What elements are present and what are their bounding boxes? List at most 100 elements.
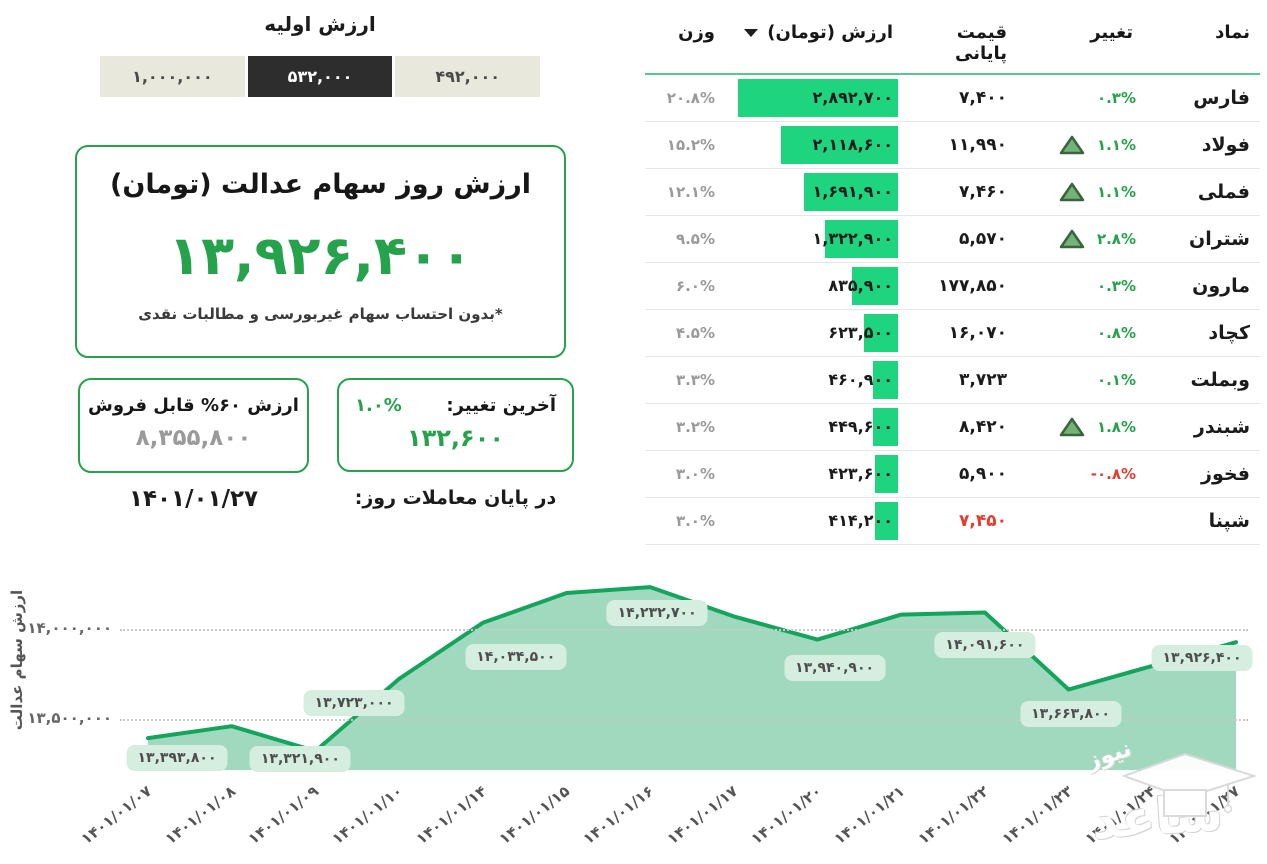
- symbol-cell: کچاد: [1208, 322, 1250, 344]
- symbol-cell: فخوز: [1201, 463, 1250, 485]
- weight-cell: ۳.۰%: [675, 512, 715, 530]
- initial-value-option-1-selected[interactable]: ۵۳۲,۰۰۰: [247, 56, 393, 97]
- header-value-label: ارزش (تومان): [767, 22, 893, 43]
- change-cell: ۲.۸%: [1020, 229, 1170, 249]
- weight-cell: ۳.۳%: [675, 371, 715, 389]
- value-bar: [852, 267, 898, 305]
- change-cell: ۱.۱%: [1020, 135, 1170, 155]
- table-row-شتران[interactable]: شتران ۲.۸% ۵,۵۷۰ ۱,۳۲۲,۹۰۰ ۹.۵%: [645, 216, 1260, 263]
- value-bar: [781, 126, 898, 164]
- weight-cell: ۱۲.۱%: [666, 183, 715, 201]
- table-row-شبندر[interactable]: شبندر ۱.۸% ۸,۴۲۰ ۴۴۹,۶۰۰ ۳.۲%: [645, 404, 1260, 451]
- value-amount: ۸۳۵,۹۰۰: [828, 276, 893, 295]
- symbol-cell: مارون: [1192, 275, 1250, 297]
- change-percent: ۰.۱%: [1096, 371, 1136, 389]
- value-amount: ۴۱۴,۲۰۰: [828, 511, 893, 530]
- data-label-pill: ۱۴,۲۳۲,۷۰۰: [606, 600, 708, 627]
- symbol-cell: شپنا: [1208, 510, 1250, 532]
- value-cell: ۲,۱۱۸,۶۰۰: [720, 122, 905, 168]
- closing-price-cell: ۵,۵۷۰: [959, 229, 1007, 249]
- today-value-card: ارزش روز سهام عدالت (تومان) ۱۳,۹۲۶,۴۰۰ *…: [75, 145, 566, 358]
- value-bar: [864, 314, 898, 352]
- initial-value-option-2[interactable]: ۴۹۲,۰۰۰: [395, 56, 541, 97]
- last-change-label: آخرین تغییر:: [446, 395, 556, 416]
- sellable-value-card: ارزش ۶۰% قابل فروش ۸,۳۵۵,۸۰۰: [78, 378, 309, 473]
- closing-price-cell: ۸,۴۲۰: [959, 417, 1007, 437]
- table-row-فولاد[interactable]: فولاد ۱.۱% ۱۱,۹۹۰ ۲,۱۱۸,۶۰۰ ۱۵.۲%: [645, 122, 1260, 169]
- today-value-footnote: *بدون احتساب سهام غیربورسی و مطالبات نقد…: [138, 305, 503, 323]
- closing-price-cell: ۱۱,۹۹۰: [948, 135, 1007, 155]
- last-change-amount: ۱۳۲,۶۰۰: [406, 424, 504, 452]
- today-value-amount: ۱۳,۹۲۶,۴۰۰: [168, 224, 473, 287]
- gridline: [120, 719, 1248, 721]
- header-close-price: قیمت پایانی: [954, 22, 1007, 64]
- table-row-کچاد[interactable]: کچاد ۰.۸% ۱۶,۰۷۰ ۶۲۳,۵۰۰ ۴.۵%: [645, 310, 1260, 357]
- symbol-cell: شتران: [1189, 228, 1250, 250]
- value-cell: ۱,۶۹۱,۹۰۰: [720, 169, 905, 215]
- stocks-table-body: فارس ۰.۳% ۷,۴۰۰ ۲,۸۹۲,۷۰۰ ۲۰.۸% فولاد ۱.۱% ۱۱,۹…: [645, 75, 1260, 545]
- initial-value-option-0[interactable]: ۱,۰۰۰,۰۰۰: [100, 56, 245, 97]
- value-bar: [875, 502, 898, 540]
- last-change-percent: ۱.۰%: [355, 395, 402, 416]
- symbol-cell: فملی: [1197, 181, 1250, 203]
- sellable-value-amount: ۸,۳۵۵,۸۰۰: [135, 425, 252, 451]
- closing-price-cell: ۵,۹۰۰: [959, 464, 1007, 484]
- value-amount: ۱,۳۲۲,۹۰۰: [812, 229, 893, 248]
- table-row-فملی[interactable]: فملی ۱.۱% ۷,۴۶۰ ۱,۶۹۱,۹۰۰ ۱۲.۱%: [645, 169, 1260, 216]
- symbol-cell: وبملت: [1190, 369, 1250, 391]
- up-triangle-icon: [1059, 182, 1085, 202]
- header-change: تغییر: [1090, 22, 1133, 43]
- change-percent: ۰.۳%: [1096, 89, 1136, 107]
- value-bar: [825, 220, 898, 258]
- value-amount: ۶۲۳,۵۰۰: [828, 323, 893, 342]
- table-row-وبملت[interactable]: وبملت ۰.۱% ۳,۷۲۳ ۴۶۰,۹۰۰ ۳.۳%: [645, 357, 1260, 404]
- header-value[interactable]: ارزش (تومان): [720, 8, 905, 43]
- value-cell: ۴۶۰,۹۰۰: [720, 357, 905, 403]
- weight-cell: ۱۵.۲%: [666, 136, 715, 154]
- change-cell: ۱.۸%: [1020, 417, 1170, 437]
- up-triangle-icon: [1059, 417, 1085, 437]
- initial-value-title: ارزش اولیه: [264, 12, 376, 36]
- value-amount: ۱,۶۹۱,۹۰۰: [812, 182, 893, 201]
- change-percent: ۱.۱%: [1096, 183, 1136, 201]
- table-row-فارس[interactable]: فارس ۰.۳% ۷,۴۰۰ ۲,۸۹۲,۷۰۰ ۲۰.۸%: [645, 75, 1260, 122]
- closing-price-cell: ۷,۴۶۰: [959, 182, 1007, 202]
- change-cell: ۱.۱%: [1020, 182, 1170, 202]
- last-change-card: آخرین تغییر: ۱.۰% ۱۳۲,۶۰۰: [337, 378, 574, 472]
- value-cell: ۶۲۳,۵۰۰: [720, 310, 905, 356]
- change-percent: ۱.۸%: [1096, 418, 1136, 436]
- weight-cell: ۶.۰%: [675, 277, 715, 295]
- stocks-table: نماد تغییر قیمت پایانی ارزش (تومان) وزن …: [645, 8, 1260, 545]
- value-bar: [738, 79, 898, 117]
- header-weight: وزن: [678, 22, 715, 43]
- change-cell: ۰.۸%: [1020, 324, 1170, 342]
- weight-cell: ۴.۵%: [675, 324, 715, 342]
- value-date: ۱۴۰۱/۰۱/۲۷: [128, 486, 259, 512]
- data-label-pill: ۱۳,۳۹۳,۸۰۰: [126, 745, 228, 772]
- initial-value-segmented-control: ۱,۰۰۰,۰۰۰ ۵۳۲,۰۰۰ ۴۹۲,۰۰۰: [100, 56, 541, 97]
- value-bar: [873, 408, 898, 446]
- data-label-pill: ۱۳,۹۲۶,۴۰۰: [1151, 645, 1253, 672]
- data-label-pill: ۱۳,۶۶۳,۸۰۰: [1020, 700, 1122, 727]
- value-amount: ۴۶۰,۹۰۰: [828, 370, 893, 389]
- value-amount: ۲,۱۱۸,۶۰۰: [812, 135, 893, 154]
- change-cell: ۰.۳%: [1020, 89, 1170, 107]
- y-tick-label: ۱۳,۵۰۰,۰۰۰: [27, 709, 112, 727]
- value-bar: [804, 173, 898, 211]
- table-row-شپنا[interactable]: شپنا ۷,۴۵۰ ۴۱۴,۲۰۰ ۳.۰%: [645, 498, 1260, 545]
- today-value-title: ارزش روز سهام عدالت (تومان): [109, 169, 532, 200]
- closing-price-cell: ۳,۷۲۳: [959, 370, 1007, 390]
- table-row-مارون[interactable]: مارون ۰.۳% ۱۷۷,۸۵۰ ۸۳۵,۹۰۰ ۶.۰%: [645, 263, 1260, 310]
- value-amount: ۴۲۳,۶۰۰: [828, 464, 893, 483]
- value-amount: ۲,۸۹۲,۷۰۰: [812, 88, 893, 107]
- value-cell: ۲,۸۹۲,۷۰۰: [720, 75, 905, 121]
- caret-down-icon[interactable]: [744, 29, 758, 37]
- weight-cell: ۳.۲%: [675, 418, 715, 436]
- up-triangle-icon: [1059, 229, 1085, 249]
- value-cell: ۱,۳۲۲,۹۰۰: [720, 216, 905, 262]
- y-tick-label: ۱۴,۰۰۰,۰۰۰: [27, 619, 112, 637]
- table-row-فخوز[interactable]: فخوز -۰.۸% ۵,۹۰۰ ۴۲۳,۶۰۰ ۳.۰%: [645, 451, 1260, 498]
- data-label-pill: ۱۴,۰۳۴,۵۰۰: [465, 643, 567, 670]
- value-cell: ۴۴۹,۶۰۰: [720, 404, 905, 450]
- closing-price-cell: ۷,۴۰۰: [959, 88, 1007, 108]
